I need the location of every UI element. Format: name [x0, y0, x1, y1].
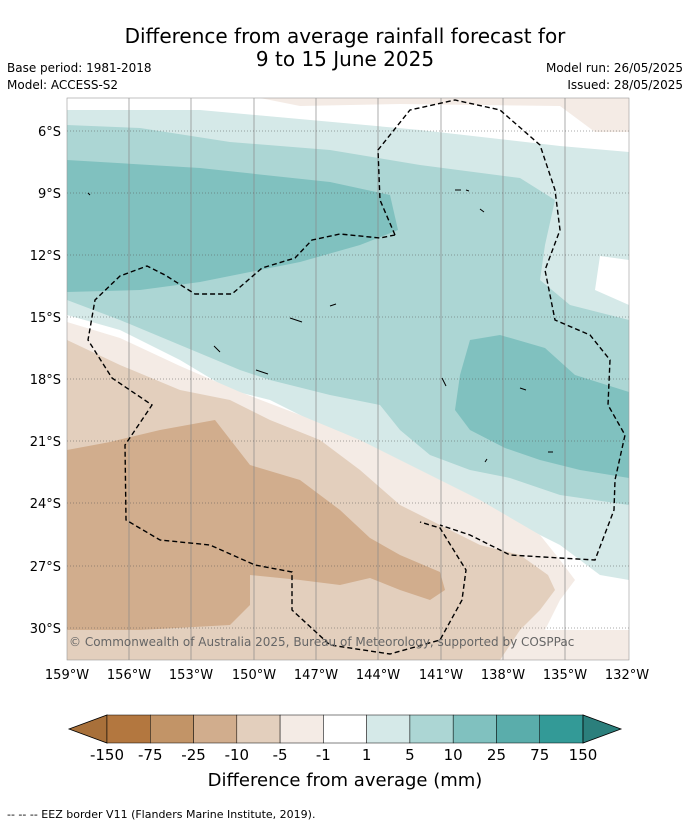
forecast-map: © Commonwealth of Australia 2025, Bureau…	[30, 97, 649, 764]
lat-label: 6°S	[38, 125, 61, 140]
copyright-text: © Commonwealth of Australia 2025, Bureau…	[69, 635, 574, 649]
latitude-gridlines	[67, 130, 629, 629]
colorbar-segment	[106, 714, 151, 744]
colorbar-segment	[279, 714, 324, 744]
colorbar-segment	[323, 714, 367, 744]
lat-label: 21°S	[30, 435, 61, 450]
map-title-line1: Difference from average rainfall forecas…	[124, 24, 566, 48]
colorbar-tick-label: 25	[487, 746, 506, 764]
latitude-labels: 6°S 9°S 12°S 15°S 18°S 21°S 24°S 27°S 30…	[30, 125, 61, 637]
colorbar-tick-label: 75	[530, 746, 549, 764]
lon-label: 135°W	[543, 668, 587, 683]
lon-label: 147°W	[294, 668, 338, 683]
map-frame	[66, 97, 630, 661]
colorbar-segment	[193, 714, 238, 744]
lon-label: 150°W	[232, 668, 276, 683]
colorbar-extend-high	[582, 714, 623, 744]
lon-label: 159°W	[45, 668, 89, 683]
colorbar-segment	[409, 714, 454, 744]
model-run-text: Model run: 26/05/2025	[545, 61, 683, 75]
eez-border-french-polynesia	[377, 99, 626, 561]
eez-border-cook-islands	[87, 233, 467, 655]
longitude-labels: 159°W 156°W 153°W 150°W 147°W 144°W 141°…	[45, 668, 649, 683]
lon-label: 144°W	[356, 668, 400, 683]
issued-text: Issued: 28/05/2025	[567, 78, 683, 92]
contour-wet-25-east	[455, 335, 629, 478]
colorbar-tick-label: -10	[225, 746, 250, 764]
lon-label: 132°W	[605, 668, 649, 683]
colorbar-segment	[150, 714, 194, 744]
lat-label: 30°S	[30, 622, 61, 637]
colorbar-segment	[366, 714, 411, 744]
lon-label: 141°W	[419, 668, 463, 683]
lon-label: 138°W	[481, 668, 525, 683]
colorbar-title: Difference from average (mm)	[207, 770, 483, 791]
colorbar-tick-label: -150	[90, 746, 124, 764]
lat-label: 9°S	[38, 187, 61, 202]
colorbar-segment	[452, 714, 497, 744]
lat-label: 15°S	[30, 311, 61, 326]
colorbar-tick-label: -75	[138, 746, 163, 764]
colorbar-tick-label: 10	[444, 746, 463, 764]
lat-label: 27°S	[30, 560, 61, 575]
colorbar-segment	[236, 714, 281, 744]
lat-label: 24°S	[30, 497, 61, 512]
colorbar-segment	[539, 714, 584, 744]
lon-label: 156°W	[107, 668, 151, 683]
colorbar-tick-label: 150	[569, 746, 598, 764]
base-period-text: Base period: 1981-2018	[7, 61, 152, 75]
eez-borders	[87, 99, 626, 655]
contour-wet-25-north	[67, 160, 398, 292]
contour-dry-25	[67, 420, 445, 630]
colorbar: -150 -75 -25 -10 -5 -1 1 5 10 25 75 150	[67, 714, 623, 764]
eez-footnote: -- -- -- EEZ border V11 (Flanders Marine…	[7, 808, 316, 821]
colorbar-tick-label: -25	[181, 746, 206, 764]
map-title-line2: 9 to 15 June 2025	[255, 47, 435, 71]
colorbar-tick-label: 1	[362, 746, 372, 764]
lat-label: 12°S	[30, 249, 61, 264]
colorbar-tick-label: -5	[273, 746, 288, 764]
colorbar-extend-low	[67, 714, 108, 744]
lon-label: 153°W	[169, 668, 213, 683]
lat-label: 18°S	[30, 373, 61, 388]
contour-dry-top	[260, 98, 629, 132]
model-text: Model: ACCESS-S2	[7, 78, 119, 92]
islands	[87, 189, 553, 463]
colorbar-tick-label: -1	[316, 746, 331, 764]
colorbar-tick-label: 5	[405, 746, 415, 764]
colorbar-segment	[496, 714, 540, 744]
